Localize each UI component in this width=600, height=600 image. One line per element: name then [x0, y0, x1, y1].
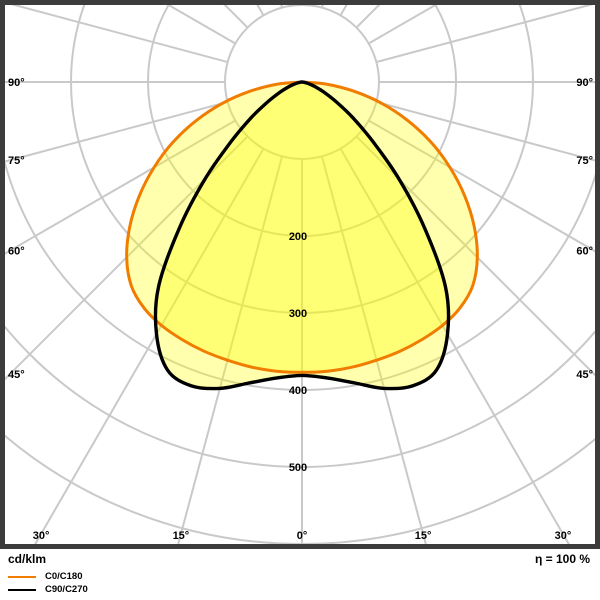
legend-item-c0-c180: C0/C180 — [8, 572, 83, 582]
light-output-ratio-label: η = 100 % — [534, 552, 590, 566]
ring-value-label: 500 — [289, 462, 307, 474]
units-label: cd/klm — [8, 552, 47, 566]
grid-spoke — [10, 5, 228, 64]
chart-legend: cd/klm η = 100 % C0/C180 C90/C270 — [0, 549, 600, 600]
grid-spoke — [5, 119, 236, 255]
legend-label-c90-c270: C90/C270 — [45, 584, 88, 595]
curve-c0-c180 — [125, 80, 479, 374]
c90-c270-line-swatch — [8, 589, 36, 591]
grid-spoke — [320, 156, 427, 544]
fill-c0-c180 — [126, 82, 478, 373]
fill-c90-c270 — [155, 82, 449, 389]
ring-value-label: 200 — [289, 231, 307, 243]
curve-strokes — [125, 80, 479, 391]
grid-spoke — [376, 5, 594, 64]
grid-spoke — [177, 156, 284, 544]
grid-spoke — [5, 135, 249, 381]
curve-fills — [126, 82, 478, 389]
angle-label-bottom: 15° — [173, 530, 190, 542]
angle-label-bottom: 30° — [33, 530, 50, 542]
c0-c180-line-swatch — [8, 576, 36, 578]
chart-background — [0, 0, 600, 549]
polar-grid — [5, 5, 595, 544]
angle-label-left: 90° — [8, 77, 25, 89]
angle-label-right: 75° — [576, 155, 593, 167]
angle-label-bottom: 15° — [415, 530, 432, 542]
curve-c90-c270 — [153, 80, 451, 391]
ring-value-label: 400 — [289, 385, 307, 397]
grid-spoke — [355, 135, 595, 377]
angle-label-right: 60° — [576, 246, 593, 258]
angle-label-left: 45° — [8, 369, 25, 381]
grid-spoke — [34, 148, 265, 544]
grid-spoke — [368, 119, 595, 253]
legend-label-c0-c180: C0/C180 — [45, 571, 83, 582]
plot-frame — [0, 0, 600, 549]
legend-item-c90-c270: C90/C270 — [8, 585, 88, 595]
grid-spoke — [339, 148, 570, 544]
grid-spoke — [376, 100, 595, 162]
angle-label-left: 75° — [8, 155, 25, 167]
angle-label-bottom: 0° — [297, 530, 308, 542]
axis-labels: 90° 90° 75° 75° 60° 60° 45° 45° 30° 15° 0° 15° 30° 20… — [8, 77, 593, 542]
angle-label-right: 45° — [576, 369, 593, 381]
angle-label-left: 60° — [8, 246, 25, 258]
polar-intensity-chart: 90° 90° 75° 75° 60° 60° 45° 45° 30° 15° 0° 15° 30° 20… — [0, 0, 600, 549]
angle-label-bottom: 30° — [555, 530, 572, 542]
angle-label-right: 90° — [576, 77, 593, 89]
ring-value-label: 300 — [289, 308, 307, 320]
grid-spoke — [5, 100, 228, 163]
